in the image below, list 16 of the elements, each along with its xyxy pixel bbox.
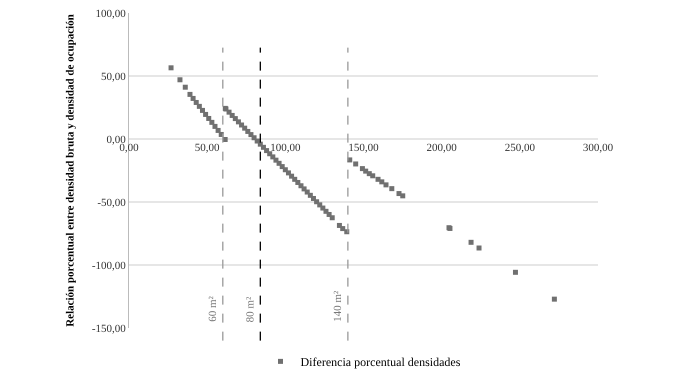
y-axis-title: Relación porcentual entre densidad bruta y densidad de ocupación <box>64 14 77 327</box>
y-tick-label: -100,00 <box>92 260 126 272</box>
y-tick-label: 50,00 <box>101 70 126 83</box>
x-tick-label: 300,00 <box>582 142 614 154</box>
x-tick-label: 250,00 <box>504 142 536 154</box>
x-tick-label: 150,00 <box>348 142 380 154</box>
x-tick-label: 200,00 <box>426 142 458 154</box>
ref-line-label: 80 m² <box>244 296 256 322</box>
y-tick-label: -150,00 <box>92 322 126 335</box>
x-tick-label: 100,00 <box>270 142 301 154</box>
y-tick-label: -50,00 <box>97 196 126 209</box>
x-tick-label: 50,00 <box>194 142 220 154</box>
y-tick-label: 100,00 <box>96 8 126 20</box>
ref-line-label: 60 m² <box>206 295 219 322</box>
legend-label: Diferencia porcentual densidades <box>300 355 461 370</box>
ref-line-label: 140 m² <box>332 290 344 322</box>
